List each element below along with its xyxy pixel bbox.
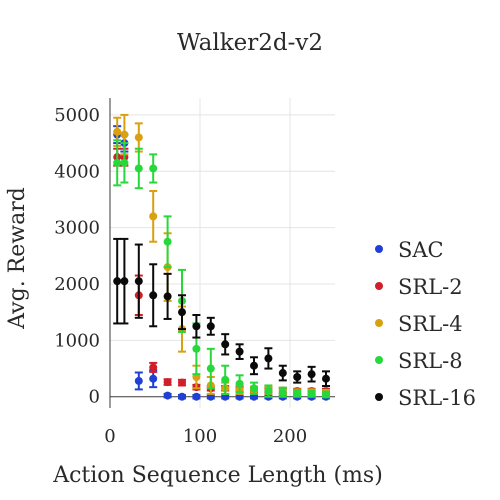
data-point bbox=[293, 373, 302, 381]
data-point bbox=[278, 388, 287, 397]
x-tick-label: 0 bbox=[104, 426, 115, 447]
data-point bbox=[307, 389, 316, 398]
data-point bbox=[134, 164, 143, 173]
data-point bbox=[278, 369, 287, 378]
data-point bbox=[163, 391, 172, 400]
legend-marker-srl-4 bbox=[375, 319, 383, 327]
data-point bbox=[134, 133, 143, 142]
y-tick-label: 4000 bbox=[54, 161, 100, 182]
data-point bbox=[322, 374, 330, 383]
y-axis-label: Avg. Reward bbox=[5, 187, 30, 330]
data-point bbox=[149, 363, 158, 372]
y-tick-label: 0 bbox=[89, 387, 100, 408]
legend-marker-sac bbox=[375, 245, 383, 253]
data-point bbox=[134, 376, 143, 385]
y-tick-label: 2000 bbox=[54, 274, 100, 295]
data-point bbox=[163, 378, 172, 387]
data-point bbox=[178, 308, 186, 317]
data-point bbox=[113, 277, 122, 286]
data-point bbox=[149, 374, 158, 383]
data-point bbox=[192, 322, 201, 331]
data-point bbox=[120, 158, 129, 167]
data-point bbox=[178, 392, 186, 401]
legend-marker-srl-2 bbox=[375, 282, 383, 290]
legend: SAC SRL-2 SRL-4 SRL-8 SRL-16 bbox=[375, 238, 476, 410]
data-point bbox=[120, 277, 129, 286]
data-point bbox=[250, 384, 258, 393]
grid bbox=[110, 98, 335, 408]
y-tick-label: 3000 bbox=[54, 218, 100, 239]
chart-title: Walker2d-v2 bbox=[177, 30, 323, 56]
data-point bbox=[206, 364, 215, 373]
data-point bbox=[149, 212, 158, 221]
data-point bbox=[134, 277, 143, 286]
y-tick-label: 5000 bbox=[54, 105, 100, 126]
data-point bbox=[322, 390, 330, 399]
plot-area bbox=[113, 113, 330, 401]
x-axis-label: Action Sequence Length (ms) bbox=[52, 463, 383, 488]
y-tick-label: 1000 bbox=[54, 330, 100, 351]
data-point bbox=[235, 379, 244, 388]
data-point bbox=[149, 291, 158, 300]
data-point bbox=[264, 354, 273, 363]
series-srl-8 bbox=[113, 139, 330, 399]
data-point bbox=[178, 378, 186, 387]
axes bbox=[109, 98, 335, 408]
data-point bbox=[307, 370, 316, 379]
series-srl-16 bbox=[113, 237, 330, 388]
data-point bbox=[192, 344, 201, 353]
legend-label-srl-8: SRL-8 bbox=[398, 349, 463, 373]
data-point bbox=[192, 392, 201, 401]
data-point bbox=[149, 164, 158, 173]
legend-marker-srl-8 bbox=[375, 356, 383, 364]
data-point bbox=[163, 292, 172, 301]
x-tick-label: 100 bbox=[183, 426, 217, 447]
data-point bbox=[250, 361, 258, 370]
data-point bbox=[163, 237, 172, 246]
legend-label-srl-2: SRL-2 bbox=[398, 275, 463, 299]
legend-label-srl-16: SRL-16 bbox=[398, 386, 476, 410]
data-point bbox=[113, 158, 122, 167]
legend-label-sac: SAC bbox=[398, 238, 444, 262]
data-point bbox=[206, 322, 215, 331]
data-point bbox=[293, 389, 302, 398]
x-tick-label: 200 bbox=[273, 426, 307, 447]
data-point bbox=[120, 130, 129, 139]
data-point bbox=[264, 387, 273, 396]
series-sac bbox=[113, 125, 330, 401]
series-srl-2 bbox=[113, 147, 330, 396]
data-point bbox=[221, 340, 230, 349]
data-point bbox=[221, 375, 230, 384]
legend-marker-srl-16 bbox=[375, 393, 383, 401]
legend-label-srl-4: SRL-4 bbox=[398, 312, 463, 336]
data-point bbox=[235, 347, 244, 356]
data-point bbox=[113, 127, 122, 136]
tick-labels: 0 1000 2000 3000 4000 5000 0 100 200 bbox=[54, 105, 307, 447]
